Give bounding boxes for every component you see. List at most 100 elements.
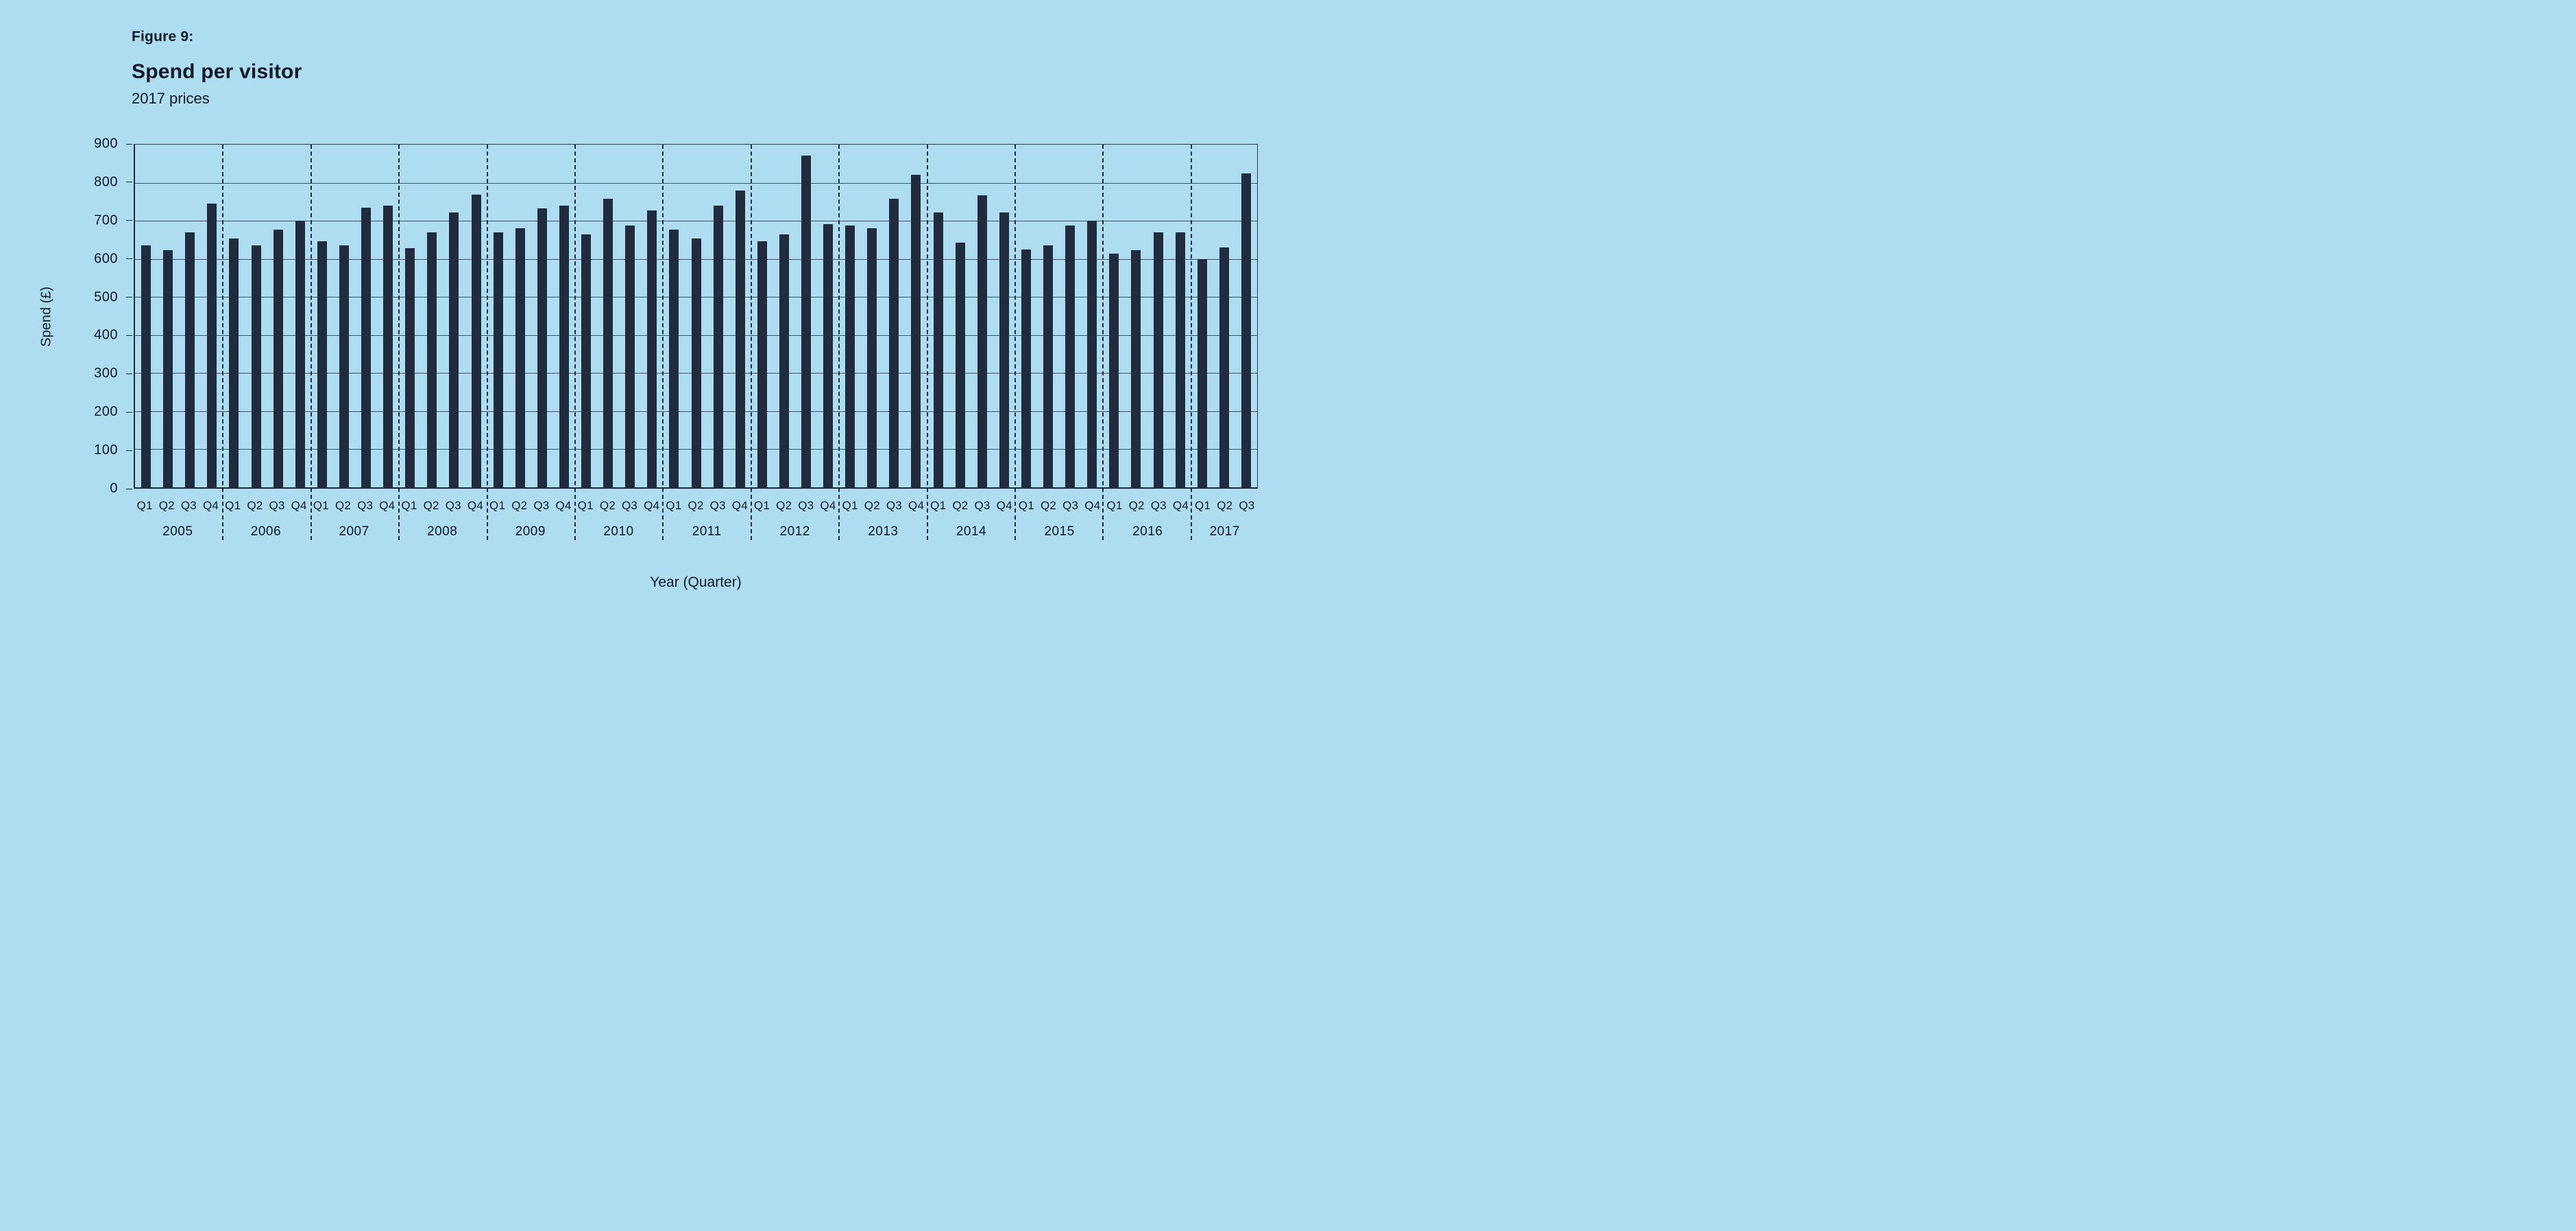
bar-2009-q3 <box>537 208 547 487</box>
y-tick-label: 200 <box>94 404 118 419</box>
x-quarter-label: Q1 <box>1018 499 1034 512</box>
page: Figure 9: Spend per visitor 2017 prices … <box>0 0 1288 616</box>
bar-2011-q3 <box>713 206 723 487</box>
bar-2013-q3 <box>889 199 899 487</box>
y-tick-mark <box>126 220 132 221</box>
year-separator <box>310 145 312 540</box>
y-tick-label: 100 <box>94 442 118 458</box>
x-quarter-label: Q2 <box>335 499 352 512</box>
x-quarter-label: Q3 <box>709 499 726 512</box>
bar-2010-q2 <box>603 199 613 487</box>
bar-2005-q4 <box>207 204 217 487</box>
y-tick-mark <box>126 411 132 413</box>
y-tick-label: 900 <box>94 136 118 151</box>
x-quarter-label: Q2 <box>1217 499 1233 512</box>
bar-2010-q3 <box>625 226 635 487</box>
x-quarter-label: Q1 <box>225 499 241 512</box>
x-quarter-label: Q4 <box>644 499 660 512</box>
year-separator <box>750 145 752 540</box>
bar-2010-q1 <box>581 234 591 487</box>
year-separator <box>838 145 840 540</box>
bar-2008-q1 <box>405 247 415 487</box>
x-year-label: 2010 <box>603 524 634 539</box>
bar-2016-q1 <box>1109 254 1119 487</box>
bar-2016-q4 <box>1175 232 1185 487</box>
x-quarter-label: Q1 <box>842 499 858 512</box>
bar-2015-q1 <box>1021 249 1031 487</box>
y-tick-label: 500 <box>94 289 118 305</box>
bar-2006-q1 <box>229 239 239 487</box>
x-quarter-label: Q4 <box>820 499 836 512</box>
x-year-label: 2005 <box>162 524 193 539</box>
bar-2009-q2 <box>515 228 525 487</box>
bar-2013-q2 <box>867 228 877 487</box>
y-tick-label: 400 <box>94 327 118 343</box>
y-tick-mark <box>126 258 132 260</box>
bar-2014-q1 <box>933 212 943 487</box>
bar-2007-q2 <box>339 245 349 487</box>
x-quarter-label: Q3 <box>269 499 285 512</box>
year-separator <box>1190 145 1192 540</box>
x-quarter-label: Q2 <box>599 499 616 512</box>
bar-2006-q4 <box>295 221 305 487</box>
bar-2006-q3 <box>273 230 283 487</box>
x-quarter-label: Q4 <box>379 499 396 512</box>
bar-2011-q4 <box>735 190 745 487</box>
x-quarter-label: Q3 <box>886 499 902 512</box>
y-tick-label: 700 <box>94 212 118 228</box>
x-quarter-label: Q3 <box>621 499 638 512</box>
y-tick-label: 600 <box>94 251 118 267</box>
bar-2014-q2 <box>955 243 965 487</box>
x-quarter-label: Q1 <box>930 499 947 512</box>
year-separator <box>486 145 488 540</box>
x-quarter-label: Q3 <box>533 499 550 512</box>
bar-2010-q4 <box>647 210 657 487</box>
bar-2008-q4 <box>471 195 481 487</box>
bar-2016-q3 <box>1153 232 1163 487</box>
x-quarter-label: Q4 <box>908 499 925 512</box>
bar-2009-q1 <box>493 232 503 487</box>
year-separator <box>662 145 664 540</box>
bar-2015-q3 <box>1065 226 1076 487</box>
bar-2008-q2 <box>427 232 437 487</box>
bar-2014-q3 <box>977 195 987 487</box>
bar-2015-q2 <box>1043 245 1054 487</box>
x-quarter-label: Q3 <box>798 499 814 512</box>
year-separator <box>398 145 400 540</box>
figure-label: Figure 9: <box>132 29 194 45</box>
x-year-label: 2016 <box>1132 524 1163 539</box>
x-quarter-label: Q3 <box>974 499 991 512</box>
title-block: Figure 9: Spend per visitor 2017 prices <box>132 29 302 108</box>
x-year-label: 2012 <box>779 524 810 539</box>
x-year-label: 2013 <box>868 524 899 539</box>
bar-2006-q2 <box>251 245 261 487</box>
x-quarter-label: Q4 <box>731 499 748 512</box>
year-separator <box>1014 145 1016 540</box>
x-quarter-label: Q1 <box>313 499 329 512</box>
x-quarter-label: Q1 <box>753 499 770 512</box>
year-separator <box>1102 145 1104 540</box>
x-quarter-label: Q1 <box>1195 499 1211 512</box>
x-quarter-label: Q4 <box>467 499 483 512</box>
y-tick-mark <box>126 334 132 336</box>
bar-2011-q2 <box>691 239 701 487</box>
x-quarter-label: Q1 <box>136 499 153 512</box>
bar-2007-q4 <box>383 205 393 487</box>
bar-2008-q3 <box>449 212 459 487</box>
x-year-label: 2015 <box>1044 524 1075 539</box>
x-quarter-label: Q2 <box>952 499 969 512</box>
bar-2011-q1 <box>669 230 679 487</box>
x-quarter-label: Q2 <box>423 499 439 512</box>
plot-area <box>134 144 1258 540</box>
y-axis-tick-labels: 0 100 200 300 400 500 600 700 800 900 <box>0 136 118 496</box>
x-quarter-label: Q2 <box>776 499 792 512</box>
x-quarter-label: Q4 <box>1172 499 1189 512</box>
y-tick-mark <box>126 143 132 145</box>
x-year-label: 2009 <box>515 524 546 539</box>
x-quarter-label: Q4 <box>555 499 572 512</box>
x-quarter-label: Q1 <box>489 499 506 512</box>
x-quarter-label: Q1 <box>577 499 594 512</box>
bar-2005-q3 <box>185 232 195 487</box>
bar-2007-q3 <box>361 208 372 487</box>
y-tick-mark <box>126 450 132 451</box>
